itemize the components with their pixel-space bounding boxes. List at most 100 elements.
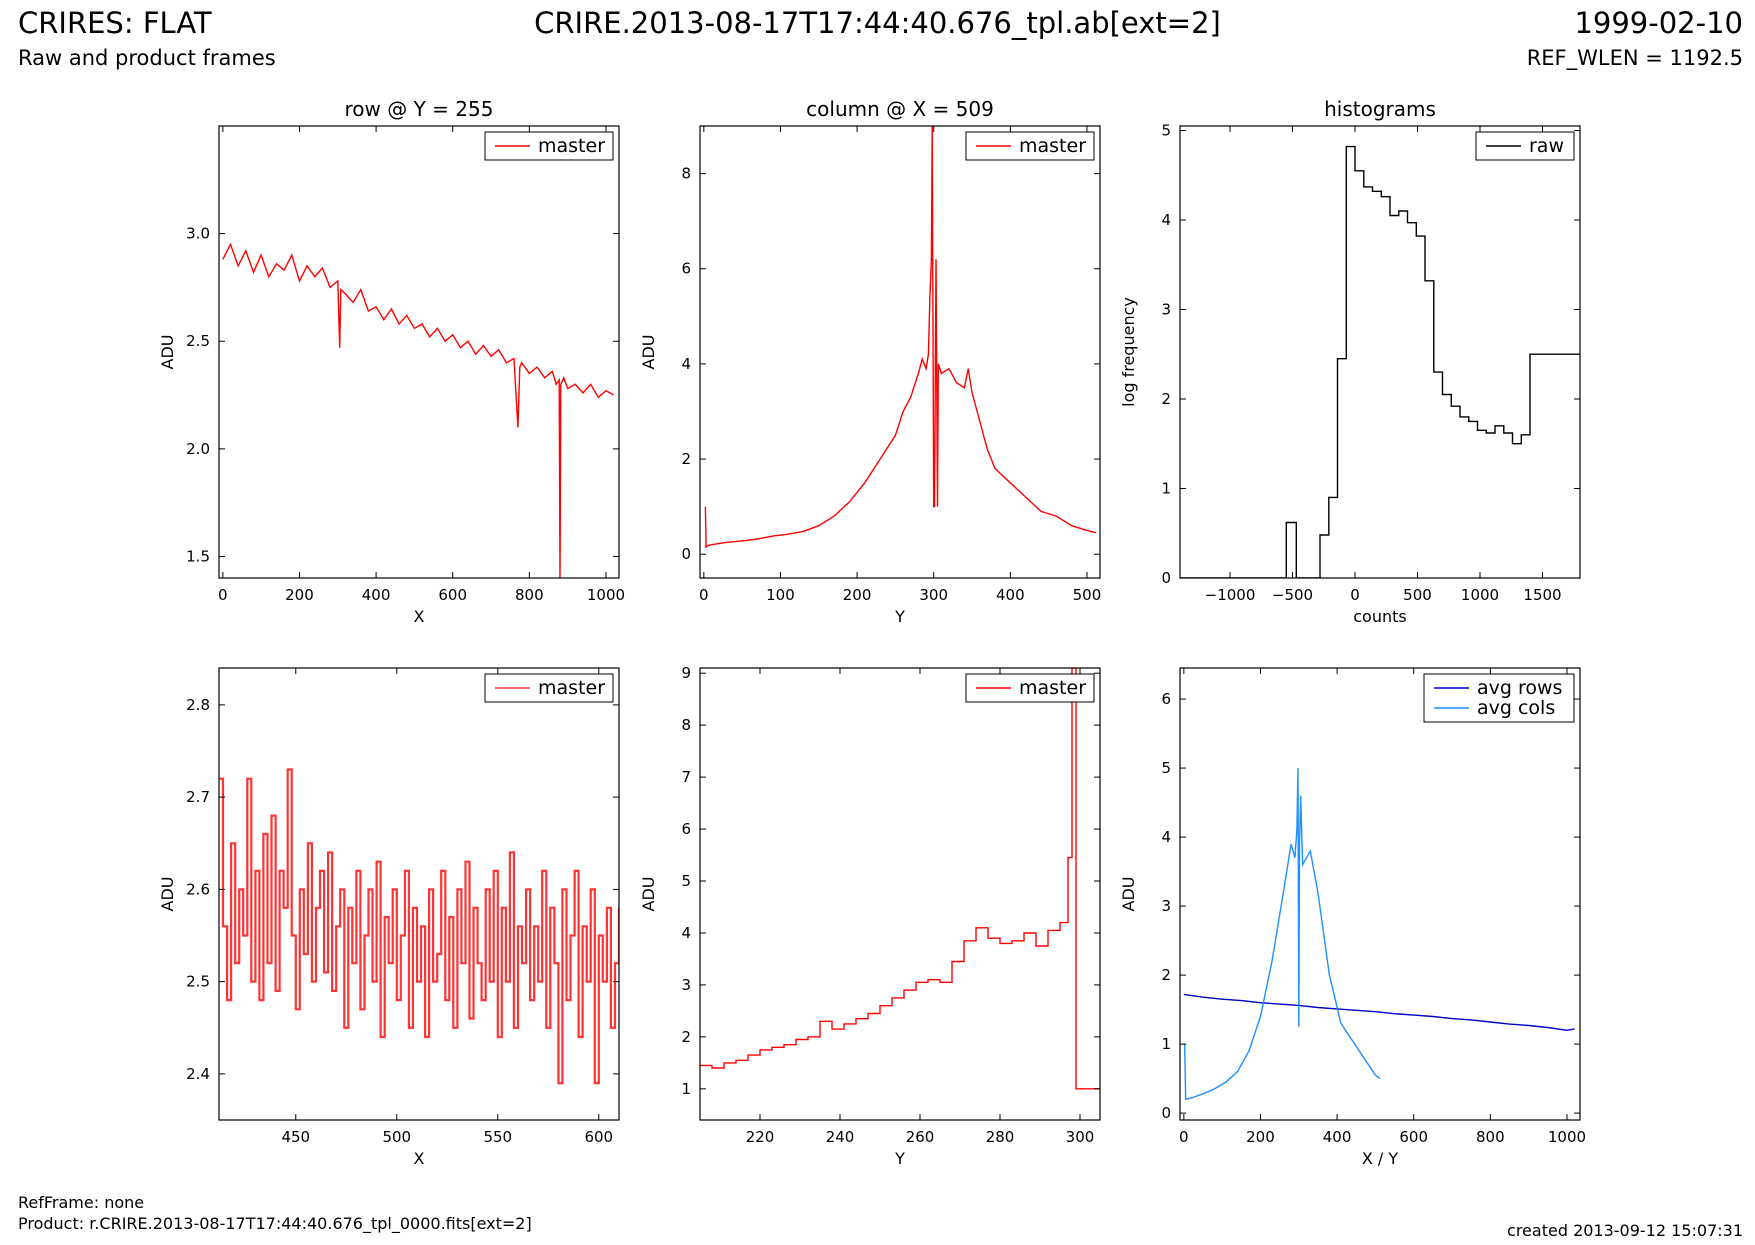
y-axis-label: ADU [158,335,177,370]
y-tick-label: 4 [681,924,691,942]
y-tick-label: 0 [1161,569,1171,587]
y-tick-label: 2.6 [186,880,210,898]
product-label: Product: r.CRIRE.2013-08-17T17:44:40.676… [18,1214,532,1233]
y-tick-label: 2.8 [186,696,210,714]
y-tick-label: 2 [681,1028,691,1046]
y-tick-label: 6 [1161,690,1171,708]
plot-frame [699,125,1101,579]
series-line-averages-1 [1183,768,1381,1101]
y-tick-label: 9 [681,664,691,682]
chart-column: 0 100 200 300 400 500 0 2 4 6 8 column @ X = 509 Y AD… [639,97,1101,626]
x-tick-label: 500 [382,1128,411,1146]
y-tick-label: 7 [681,768,691,786]
y-tick-label: 4 [1161,211,1171,229]
x-tick-label: 500 [1073,586,1102,604]
x-tick-label: 300 [919,586,948,604]
x-tick-label: 500 [1403,586,1432,604]
created-label: created 2013-09-12 15:07:31 [1507,1221,1743,1240]
frame-name: CRIRE.2013-08-17T17:44:40.676_tpl.ab[ext… [534,6,1221,40]
y-tick-label: 5 [1161,121,1171,139]
y-tick-label: 1 [1161,479,1171,497]
chart-title: histograms [1324,97,1436,121]
y-tick-label: 2 [1161,390,1171,408]
x-tick-label: 100 [766,586,795,604]
x-tick-label: 400 [996,586,1025,604]
y-tick-label: 8 [681,165,691,183]
series-line-histograms-0 [1180,145,1580,578]
series-line-row-0 [222,242,614,578]
x-tick-label: 220 [746,1128,775,1146]
legend-label: master [538,135,605,157]
x-tick-label: 200 [843,586,872,604]
x-tick-label: 550 [483,1128,512,1146]
x-tick-label: 1500 [1523,586,1561,604]
chart-column_zoom: 220 240 260 280 300 1 2 3 4 5 6 7 8 9 Y ADU master [639,664,1101,1168]
x-tick-label: 200 [285,586,314,604]
x-tick-label: 800 [1476,1128,1505,1146]
x-tick-label: 450 [281,1128,310,1146]
x-tick-label: 200 [1246,1128,1275,1146]
legend-box [1423,673,1575,723]
legend-label: raw [1529,135,1564,157]
x-axis-label: X [414,607,425,626]
legend-label: avg cols [1477,697,1555,719]
x-axis-label: X / Y [1362,1149,1399,1168]
x-tick-label: 1000 [587,586,625,604]
chart-histograms: −1000 −500 0 500 1000 1500 0 1 2 3 4 5 histograms cou… [1119,97,1581,626]
x-tick-label: 400 [362,586,391,604]
y-tick-label: 2.7 [186,788,210,806]
x-tick-label: 0 [218,586,228,604]
y-tick-label: 2.5 [186,973,210,991]
x-tick-label: 1000 [1461,586,1499,604]
y-tick-label: 3 [1161,300,1171,318]
x-tick-label: 240 [826,1128,855,1146]
y-tick-label: 6 [681,820,691,838]
y-tick-label: 3 [681,976,691,994]
y-tick-label: 5 [1161,759,1171,777]
x-tick-label: −500 [1272,586,1313,604]
x-tick-label: 260 [906,1128,935,1146]
plot-frame [1179,125,1581,579]
x-tick-label: 0 [1179,1128,1189,1146]
y-tick-label: 4 [1161,828,1171,846]
report-title: CRIRES: FLAT [18,6,212,40]
y-tick-label: 1.5 [186,547,210,565]
y-tick-label: 1 [1161,1035,1171,1053]
y-axis-label: ADU [639,335,658,370]
x-tick-label: 400 [1323,1128,1352,1146]
x-axis-label: X [414,1149,425,1168]
x-tick-label: 600 [438,586,467,604]
legend-label: master [1019,135,1086,157]
chart-row: 0 200 400 600 800 1000 1.5 2.0 2.5 3.0 row @ Y = 2… [158,97,625,626]
x-tick-label: 600 [1399,1128,1428,1146]
x-tick-label: 600 [584,1128,613,1146]
plot-frame [218,667,620,1121]
series-line-averages-0 [1183,993,1575,1032]
series-line-row_zoom-0 [219,768,619,1085]
y-tick-label: 2.5 [186,332,210,350]
y-tick-label: 2.0 [186,440,210,458]
y-tick-label: 2.4 [186,1065,210,1083]
y-tick-label: 5 [681,872,691,890]
x-tick-label: 0 [1350,586,1360,604]
ref-wavelength: REF_WLEN = 1192.5 [1526,46,1743,70]
legend-label: master [1019,677,1086,699]
y-tick-label: 0 [681,545,691,563]
x-tick-label: 280 [986,1128,1015,1146]
plot-frame [699,667,1101,1121]
y-tick-label: 3 [1161,897,1171,915]
report-date: 1999-02-10 [1574,6,1743,40]
x-axis-label: Y [894,607,905,626]
y-tick-label: 2 [681,450,691,468]
chart-row_zoom: 450 500 550 600 2.4 2.5 2.6 2.7 2.8 X ADU master [158,667,620,1168]
x-tick-label: 0 [699,586,709,604]
y-tick-label: 3.0 [186,225,210,243]
series-line-column-0 [704,126,1097,549]
y-axis-label: ADU [639,877,658,912]
y-tick-label: 8 [681,716,691,734]
x-tick-label: 300 [1066,1128,1095,1146]
plot-frame [1179,667,1581,1121]
series-line-column_zoom-0 [700,668,1100,1090]
y-tick-label: 1 [681,1080,691,1098]
